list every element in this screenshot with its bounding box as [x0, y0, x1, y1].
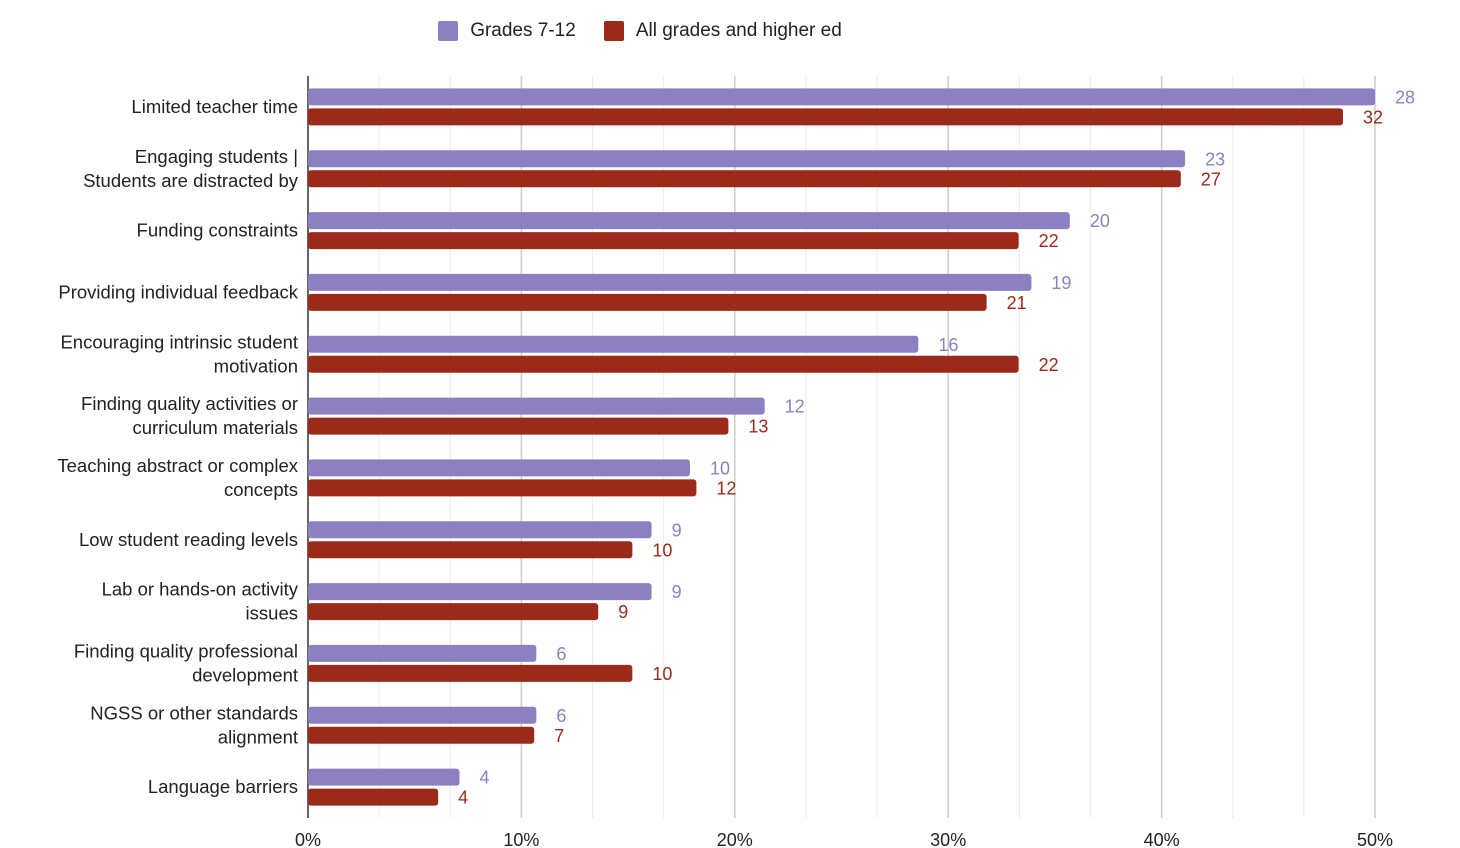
data-label: 22: [1039, 231, 1059, 251]
x-tick-label: 0%: [295, 830, 321, 848]
category-label: Teaching abstract or complex: [57, 455, 298, 476]
x-tick-label: 20%: [717, 830, 753, 848]
data-label: 20: [1090, 211, 1110, 231]
bar-grades-7-12: [308, 706, 537, 724]
category-label: Finding quality professional: [74, 640, 298, 661]
category-label: Lab or hands-on activity: [102, 579, 299, 600]
category-label: concepts: [224, 479, 298, 500]
bar-all-grades: [308, 664, 633, 682]
category-label: Providing individual feedback: [58, 281, 298, 302]
data-label: 12: [716, 478, 736, 498]
bar-grades-7-12: [308, 459, 690, 477]
bar-all-grades: [308, 355, 1019, 373]
bar-grades-7-12: [308, 521, 652, 539]
data-label: 4: [458, 788, 468, 808]
category-label: curriculum materials: [132, 417, 298, 438]
x-tick-label: 10%: [503, 830, 539, 848]
legend-item-grades-7-12[interactable]: Grades 7-12: [438, 20, 576, 42]
category-label: Students are distracted by: [83, 170, 299, 191]
data-label: 10: [652, 540, 672, 560]
bar-all-grades: [308, 541, 633, 559]
data-label: 10: [710, 458, 730, 478]
data-label: 22: [1039, 355, 1059, 375]
data-label: 7: [554, 726, 564, 746]
legend-label-all-grades: All grades and higher ed: [635, 20, 842, 41]
bar-all-grades: [308, 232, 1019, 250]
bar-all-grades: [308, 293, 987, 311]
x-tick-label: 50%: [1357, 830, 1393, 848]
data-label: 21: [1007, 293, 1027, 313]
category-label: Encouraging intrinsic student: [60, 331, 298, 352]
data-label: 23: [1205, 149, 1225, 169]
data-label: 32: [1363, 107, 1383, 127]
data-label: 6: [556, 706, 566, 726]
bar-grades-7-12: [308, 397, 765, 415]
category-label: Engaging students |: [135, 146, 298, 167]
bar-all-grades: [308, 788, 439, 806]
data-label: 12: [785, 397, 805, 417]
category-label: Limited teacher time: [131, 96, 298, 117]
data-label: 9: [618, 602, 628, 622]
bar-grades-7-12: [308, 88, 1375, 106]
category-label: Low student reading levels: [79, 529, 298, 550]
bar-all-grades: [308, 108, 1343, 126]
category-label: issues: [246, 603, 298, 624]
legend: Grades 7-12 All grades and higher ed: [0, 20, 1460, 42]
bar-grades-7-12: [308, 644, 537, 662]
data-label: 6: [556, 644, 566, 664]
category-label: motivation: [214, 355, 298, 376]
data-label: 16: [938, 335, 958, 355]
x-tick-label: 40%: [1144, 830, 1180, 848]
category-label: NGSS or other standards: [90, 702, 298, 723]
category-label: alignment: [218, 726, 298, 747]
data-label: 27: [1201, 169, 1221, 189]
legend-item-all-grades[interactable]: All grades and higher ed: [603, 20, 842, 42]
x-tick-label: 30%: [930, 830, 966, 848]
legend-swatch-grades-7-12: [438, 21, 459, 41]
data-label: 9: [672, 582, 682, 602]
bar-grades-7-12: [308, 150, 1186, 168]
category-label: Funding constraints: [137, 220, 298, 241]
bar-grades-7-12: [308, 212, 1070, 230]
category-label: Language barriers: [148, 776, 298, 797]
bar-all-grades: [308, 479, 697, 497]
data-label: 9: [672, 520, 682, 540]
bar-grades-7-12: [308, 583, 652, 601]
data-label: 19: [1051, 273, 1071, 293]
bar-grades-7-12: [308, 273, 1032, 291]
data-label: 10: [652, 664, 672, 684]
bar-all-grades: [308, 603, 599, 621]
category-label: Finding quality activities or: [81, 393, 298, 414]
legend-label-grades-7-12: Grades 7-12: [470, 20, 576, 41]
data-label: 28: [1395, 87, 1415, 107]
data-label: 13: [748, 417, 768, 437]
bar-grades-7-12: [308, 768, 460, 786]
legend-swatch-all-grades: [603, 21, 624, 41]
data-label: 4: [480, 768, 490, 788]
bar-grades-7-12: [308, 335, 919, 353]
bar-all-grades: [308, 417, 729, 435]
bar-all-grades: [308, 170, 1181, 188]
category-label: development: [192, 664, 298, 685]
bar-all-grades: [308, 726, 535, 744]
